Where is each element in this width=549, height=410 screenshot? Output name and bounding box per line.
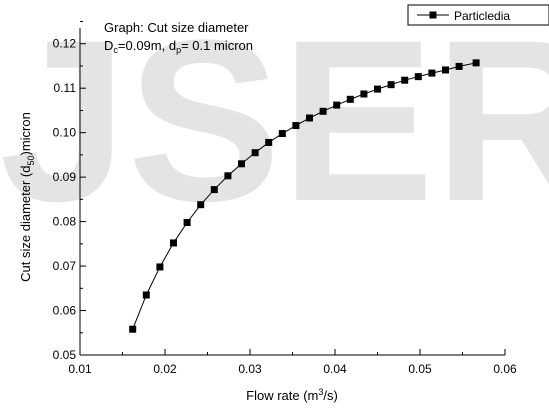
data-point-marker bbox=[224, 172, 232, 180]
title2-sub2: p bbox=[176, 45, 181, 55]
data-point-marker bbox=[292, 122, 300, 130]
data-point-marker bbox=[265, 138, 273, 146]
xlabel-part1: Flow rate (m bbox=[246, 388, 318, 403]
x-tick-label: 0.03 bbox=[238, 362, 262, 376]
xlabel-sup: 3 bbox=[318, 387, 323, 397]
x-tick-label: 0.01 bbox=[68, 362, 92, 376]
legend-box bbox=[407, 4, 549, 26]
legend-label: Particledia bbox=[454, 9, 510, 23]
data-point-marker bbox=[197, 201, 205, 209]
data-point-marker bbox=[170, 239, 177, 247]
title2-sub1: c bbox=[113, 45, 118, 55]
data-point-marker bbox=[414, 73, 422, 81]
legend: Particledia bbox=[407, 4, 549, 26]
data-point-marker bbox=[238, 160, 245, 168]
y-tick-label: 0.06 bbox=[53, 304, 77, 318]
data-point-marker bbox=[156, 263, 164, 271]
data-point-marker bbox=[333, 101, 341, 109]
data-point-marker bbox=[401, 76, 409, 84]
data-point-marker bbox=[472, 59, 480, 67]
y-tick-label: 0.07 bbox=[53, 259, 77, 273]
data-point-marker bbox=[142, 291, 150, 299]
x-axis-ticks: 0.01 0.02 0.03 0.04 0.05 0.06 bbox=[68, 349, 517, 376]
data-point-marker bbox=[210, 186, 218, 194]
y-tick-label: 0.05 bbox=[53, 348, 77, 362]
ylabel-sub: 50 bbox=[26, 156, 36, 166]
data-point-marker bbox=[360, 90, 368, 98]
xlabel-part2: /s) bbox=[323, 388, 337, 403]
data-point-marker bbox=[183, 218, 191, 226]
y-tick-label: 0.08 bbox=[53, 215, 77, 229]
x-tick-label: 0.05 bbox=[408, 362, 432, 376]
legend-marker bbox=[429, 11, 437, 19]
x-tick-label: 0.04 bbox=[323, 362, 347, 376]
ylabel-part2: )micron bbox=[18, 112, 33, 155]
chart-title-line1: Graph: Cut size diameter bbox=[104, 20, 249, 35]
data-point-marker bbox=[278, 130, 286, 138]
data-point-marker bbox=[387, 81, 395, 89]
title2-part1: D bbox=[104, 38, 113, 53]
x-tick-label: 0.02 bbox=[153, 362, 177, 376]
y-axis-ticks: 0.05 0.06 0.07 0.08 0.09 0.10 0.11 0.12 bbox=[53, 21, 86, 362]
x-tick-label: 0.06 bbox=[493, 362, 517, 376]
data-point-marker bbox=[346, 95, 354, 103]
y-axis-title: Cut size diameter (d50)micron bbox=[18, 112, 36, 282]
watermark-text: IJSER bbox=[0, 0, 549, 249]
data-point-marker bbox=[319, 107, 327, 115]
ylabel-part1: Cut size diameter (d bbox=[18, 166, 33, 282]
data-point-marker bbox=[251, 149, 259, 157]
data-point-marker bbox=[455, 62, 463, 70]
title2-part3: = 0.1 micron bbox=[181, 38, 253, 53]
y-tick-label: 0.11 bbox=[54, 81, 77, 95]
data-point-marker bbox=[129, 325, 137, 333]
data-series bbox=[129, 59, 480, 333]
data-point-marker bbox=[442, 66, 449, 74]
y-tick-label: 0.10 bbox=[53, 126, 77, 140]
data-point-marker bbox=[306, 114, 313, 122]
data-point-marker bbox=[428, 69, 436, 77]
chart-title-line2: Dc=0.09m, dp= 0.1 micron bbox=[104, 38, 253, 55]
title2-part2: =0.09m, d bbox=[118, 38, 176, 53]
y-tick-label: 0.12 bbox=[53, 37, 77, 51]
x-axis-title: Flow rate (m3/s) bbox=[246, 387, 338, 403]
data-point-marker bbox=[374, 85, 381, 93]
y-tick-label: 0.09 bbox=[53, 170, 77, 184]
